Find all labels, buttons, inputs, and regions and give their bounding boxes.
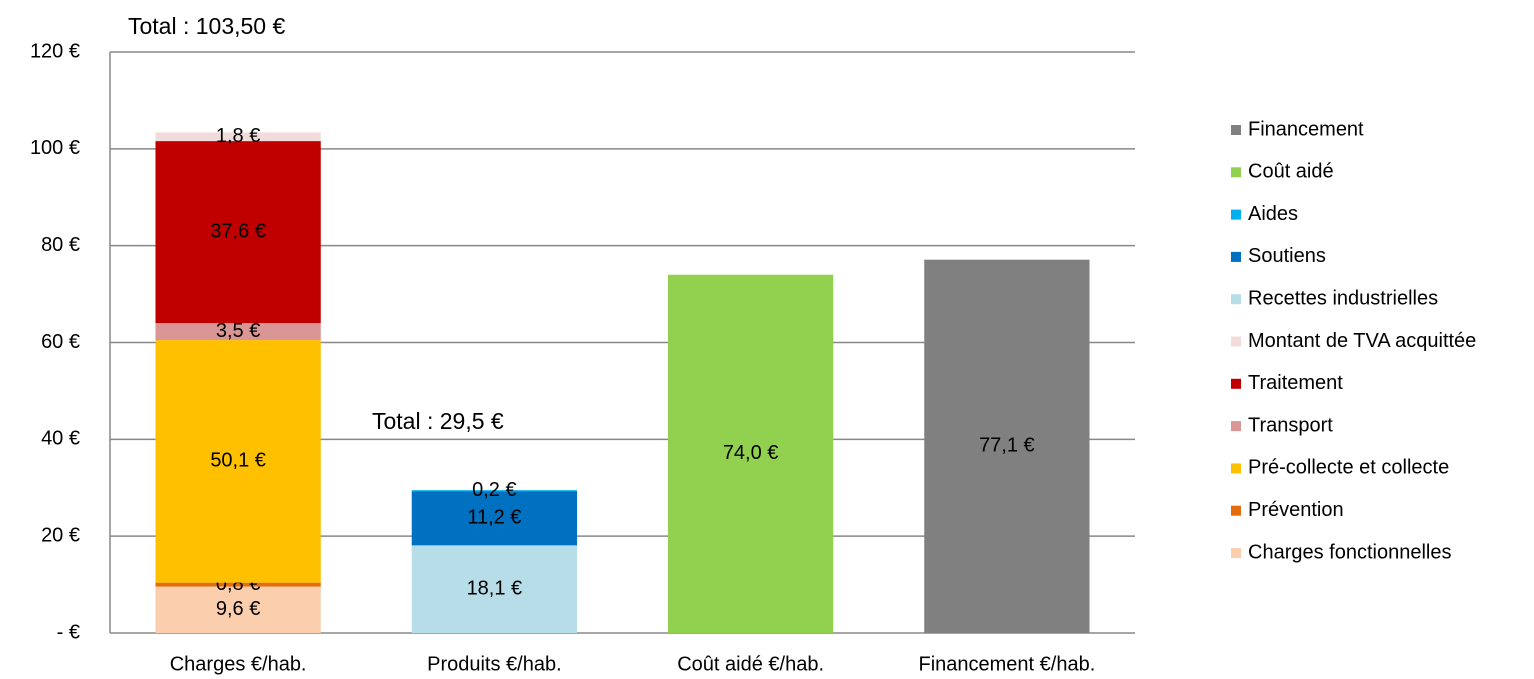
y-tick-label: 40 € <box>41 428 80 450</box>
x-tick-label: Financement €/hab. <box>918 653 1095 675</box>
legend-label: Financement <box>1248 118 1364 140</box>
bar-segment <box>924 259 1090 633</box>
legend-swatch <box>1231 294 1241 305</box>
x-tick-label: Charges €/hab. <box>170 653 307 675</box>
bar-segment <box>155 586 321 633</box>
legend-label: Aides <box>1248 203 1298 225</box>
y-tick-label: 20 € <box>41 524 80 546</box>
legend-label: Coût aidé <box>1248 161 1334 183</box>
bar-segment <box>155 323 321 341</box>
legend-swatch <box>1231 336 1241 347</box>
legend-swatch <box>1231 505 1241 516</box>
bar-segment <box>155 340 321 583</box>
data-label: 50,1 € <box>210 450 266 472</box>
y-tick-label: 120 € <box>30 40 80 62</box>
data-label: 74,0 € <box>723 442 779 464</box>
y-tick-label: 60 € <box>41 331 80 353</box>
legend-label: Recettes industrielles <box>1248 287 1438 309</box>
legend-label: Traitement <box>1248 372 1343 394</box>
legend-label: Charges fonctionnelles <box>1248 541 1451 563</box>
data-label: 0,2 € <box>472 479 516 501</box>
legend-swatch <box>1231 251 1241 262</box>
legend-swatch <box>1231 378 1241 389</box>
x-tick-label: Coût aidé €/hab. <box>677 653 824 675</box>
y-tick-label: - € <box>57 621 80 643</box>
data-label: 18,1 € <box>467 577 523 599</box>
bar-segment <box>411 491 578 546</box>
data-label: 1,8 € <box>216 125 260 147</box>
y-tick-label: 80 € <box>41 234 80 256</box>
y-tick-label: 100 € <box>30 137 80 159</box>
bar-segment <box>155 141 321 324</box>
data-label: 3,5 € <box>216 320 260 342</box>
legend-label: Soutiens <box>1248 245 1326 267</box>
bar-segment <box>155 582 321 587</box>
legend-swatch <box>1231 125 1241 135</box>
bar-segment <box>411 545 578 633</box>
legend-swatch <box>1231 167 1241 178</box>
bar-segment <box>411 490 578 492</box>
bar-segment <box>155 132 321 142</box>
legend-label: Pré-collecte et collecte <box>1248 457 1449 479</box>
legend-swatch <box>1231 421 1241 432</box>
data-label: 77,1 € <box>979 435 1035 457</box>
annotation: Total : 103,50 € <box>128 13 285 39</box>
legend-label: Montant de TVA acquittée <box>1248 330 1476 352</box>
data-label: 9,6 € <box>216 598 260 620</box>
legend-swatch <box>1231 463 1241 474</box>
legend-label: Prévention <box>1248 499 1344 521</box>
bar-segment <box>667 274 834 633</box>
annotation: Total : 29,5 € <box>372 408 504 434</box>
data-label: 37,6 € <box>210 220 266 242</box>
legend-swatch <box>1231 548 1241 558</box>
legend-swatch <box>1231 209 1241 220</box>
x-tick-label: Produits €/hab. <box>427 653 562 675</box>
legend-label: Transport <box>1248 414 1333 436</box>
data-label: 11,2 € <box>467 507 521 529</box>
